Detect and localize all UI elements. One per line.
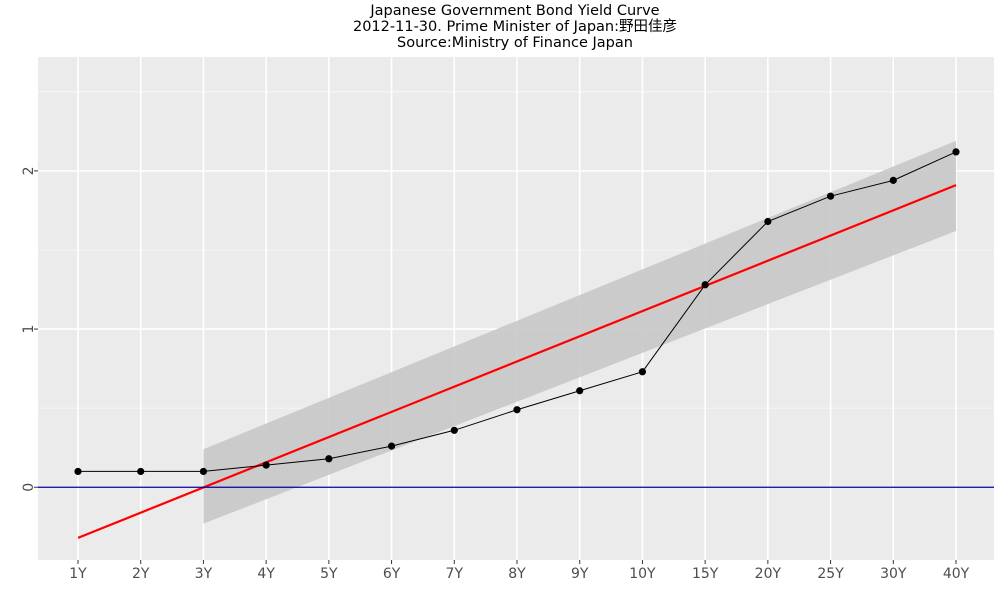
x-tick-label: 5Y <box>320 566 338 582</box>
regression-line <box>77 184 957 539</box>
x-tick-label: 40Y <box>943 566 970 582</box>
x-tick-label: 10Y <box>629 566 656 582</box>
data-point <box>638 368 647 376</box>
confidence-band <box>203 140 956 524</box>
data-point <box>701 281 709 289</box>
data-point <box>513 406 521 414</box>
y-tick-label: 2 <box>21 166 37 175</box>
data-point <box>826 192 835 200</box>
data-point <box>952 148 960 156</box>
data-point <box>450 426 458 434</box>
data-point <box>137 467 145 476</box>
plot-panel <box>38 57 994 560</box>
chart-subtitle: 2012-11-30. Prime Minister of Japan:野田佳彦 <box>352 19 678 35</box>
x-tick-label: 7Y <box>446 566 464 582</box>
x-tick-label: 15Y <box>692 566 719 582</box>
chart-title: Japanese Government Bond Yield Curve <box>370 3 660 19</box>
chart-title-block: Japanese Government Bond Yield Curve 201… <box>0 3 1000 51</box>
data-point <box>74 467 82 476</box>
data-point <box>889 176 897 184</box>
y-tick-label: 0 <box>21 483 37 492</box>
x-tick-label: 4Y <box>257 566 275 582</box>
x-tick-label: 25Y <box>817 566 844 582</box>
data-point <box>262 461 270 469</box>
x-tick-label: 30Y <box>880 566 907 582</box>
y-tick-label: 1 <box>21 325 37 334</box>
data-point <box>576 387 584 395</box>
x-tick-label: 1Y <box>69 566 87 582</box>
x-tick-label: 2Y <box>132 566 150 582</box>
data-point <box>387 442 396 450</box>
data-point <box>325 455 333 463</box>
x-tick-label: 3Y <box>195 566 213 582</box>
x-tick-label: 20Y <box>755 566 782 582</box>
x-tick-label: 6Y <box>383 566 401 582</box>
chart-source: Source:Ministry of Finance Japan <box>397 35 633 51</box>
data-point <box>199 467 208 476</box>
data-point <box>764 217 772 226</box>
x-tick-label: 8Y <box>508 566 526 582</box>
x-tick-label: 9Y <box>571 566 589 582</box>
